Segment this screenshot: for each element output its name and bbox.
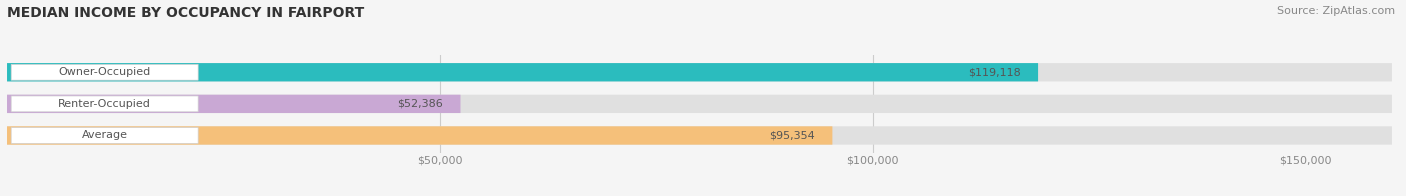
FancyBboxPatch shape xyxy=(11,96,198,112)
FancyBboxPatch shape xyxy=(7,63,1038,81)
FancyBboxPatch shape xyxy=(7,95,1392,113)
Text: $119,118: $119,118 xyxy=(967,67,1021,77)
FancyBboxPatch shape xyxy=(7,63,1392,81)
Text: MEDIAN INCOME BY OCCUPANCY IN FAIRPORT: MEDIAN INCOME BY OCCUPANCY IN FAIRPORT xyxy=(7,6,364,20)
FancyBboxPatch shape xyxy=(11,64,198,80)
FancyBboxPatch shape xyxy=(11,128,198,143)
Text: $52,386: $52,386 xyxy=(398,99,443,109)
Text: Owner-Occupied: Owner-Occupied xyxy=(59,67,150,77)
FancyBboxPatch shape xyxy=(7,95,461,113)
FancyBboxPatch shape xyxy=(7,126,832,145)
Text: Average: Average xyxy=(82,131,128,141)
Text: $95,354: $95,354 xyxy=(769,131,815,141)
Text: Source: ZipAtlas.com: Source: ZipAtlas.com xyxy=(1277,6,1395,16)
FancyBboxPatch shape xyxy=(7,126,1392,145)
Text: Renter-Occupied: Renter-Occupied xyxy=(58,99,150,109)
